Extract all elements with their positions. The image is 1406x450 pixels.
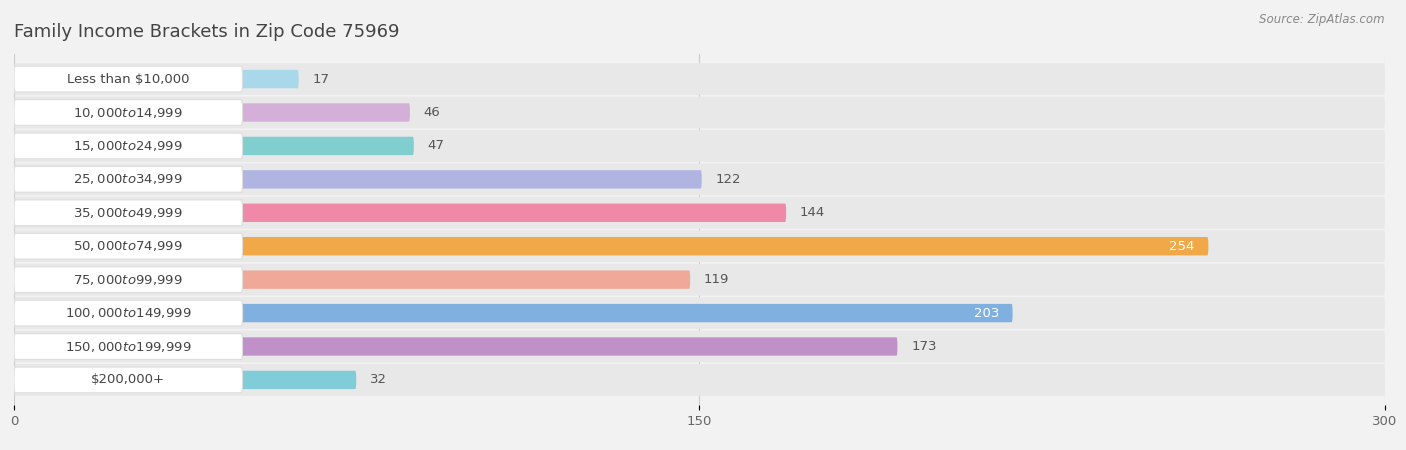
FancyBboxPatch shape — [14, 300, 243, 326]
Text: Family Income Brackets in Zip Code 75969: Family Income Brackets in Zip Code 75969 — [14, 23, 399, 41]
Text: $100,000 to $149,999: $100,000 to $149,999 — [65, 306, 191, 320]
FancyBboxPatch shape — [14, 267, 243, 292]
FancyBboxPatch shape — [14, 230, 1385, 262]
FancyBboxPatch shape — [14, 133, 243, 159]
Text: 122: 122 — [716, 173, 741, 186]
FancyBboxPatch shape — [14, 130, 1385, 162]
Text: Less than $10,000: Less than $10,000 — [67, 72, 190, 86]
Text: $25,000 to $34,999: $25,000 to $34,999 — [73, 172, 183, 186]
FancyBboxPatch shape — [14, 97, 1385, 128]
FancyBboxPatch shape — [233, 70, 298, 88]
FancyBboxPatch shape — [14, 63, 1385, 95]
FancyBboxPatch shape — [14, 331, 1385, 362]
Text: $75,000 to $99,999: $75,000 to $99,999 — [73, 273, 183, 287]
FancyBboxPatch shape — [233, 237, 1208, 256]
Text: $10,000 to $14,999: $10,000 to $14,999 — [73, 105, 183, 120]
FancyBboxPatch shape — [14, 234, 243, 259]
Text: 254: 254 — [1170, 240, 1195, 253]
Text: 119: 119 — [704, 273, 730, 286]
Text: $35,000 to $49,999: $35,000 to $49,999 — [73, 206, 183, 220]
FancyBboxPatch shape — [233, 104, 411, 122]
FancyBboxPatch shape — [233, 203, 786, 222]
FancyBboxPatch shape — [233, 304, 1012, 322]
Text: 47: 47 — [427, 140, 444, 153]
Text: 203: 203 — [973, 306, 998, 320]
FancyBboxPatch shape — [14, 200, 243, 225]
FancyBboxPatch shape — [14, 163, 1385, 195]
Text: 144: 144 — [800, 206, 825, 219]
FancyBboxPatch shape — [14, 333, 243, 360]
FancyBboxPatch shape — [233, 170, 702, 189]
Text: 173: 173 — [911, 340, 936, 353]
Text: $200,000+: $200,000+ — [91, 374, 166, 387]
Text: 32: 32 — [370, 374, 387, 387]
FancyBboxPatch shape — [14, 99, 243, 126]
Text: $150,000 to $199,999: $150,000 to $199,999 — [65, 339, 191, 354]
FancyBboxPatch shape — [233, 371, 356, 389]
FancyBboxPatch shape — [14, 364, 1385, 396]
Text: 17: 17 — [312, 72, 329, 86]
FancyBboxPatch shape — [14, 166, 243, 192]
FancyBboxPatch shape — [233, 270, 690, 289]
FancyBboxPatch shape — [233, 338, 897, 356]
FancyBboxPatch shape — [14, 367, 243, 393]
FancyBboxPatch shape — [233, 137, 413, 155]
FancyBboxPatch shape — [14, 297, 1385, 329]
Text: $50,000 to $74,999: $50,000 to $74,999 — [73, 239, 183, 253]
FancyBboxPatch shape — [14, 264, 1385, 296]
Text: 46: 46 — [423, 106, 440, 119]
Text: $15,000 to $24,999: $15,000 to $24,999 — [73, 139, 183, 153]
FancyBboxPatch shape — [14, 197, 1385, 229]
Text: Source: ZipAtlas.com: Source: ZipAtlas.com — [1260, 14, 1385, 27]
FancyBboxPatch shape — [14, 66, 243, 92]
